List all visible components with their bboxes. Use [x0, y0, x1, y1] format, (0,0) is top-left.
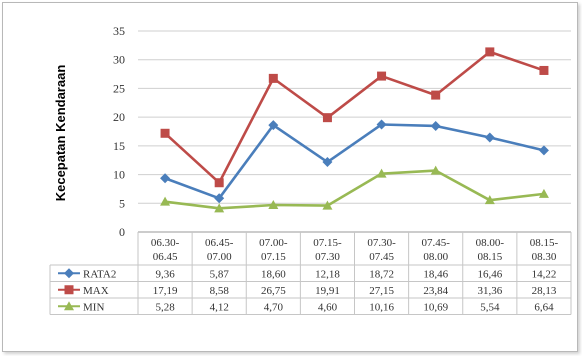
x-tick-label: 07.15- [313, 237, 342, 249]
y-tick-label: 5 [119, 196, 125, 210]
legend-key-min [58, 301, 80, 311]
x-tick-label: 07.45 [369, 251, 394, 263]
x-tick-label: 06.45- [205, 237, 234, 249]
table-cell-value: 23,84 [423, 285, 448, 297]
data-point-rata2 [376, 119, 387, 130]
table-cell-value: 26,75 [261, 285, 286, 297]
x-tick-label: 08.30 [532, 251, 557, 263]
data-point-min [160, 196, 171, 206]
data-point-min [538, 188, 549, 198]
legend-key-rata2 [58, 268, 80, 279]
table-cell-value: 4,60 [318, 301, 338, 313]
series-line-min [164, 169, 545, 210]
y-tick-label: 15 [113, 139, 125, 153]
data-point-min [268, 200, 279, 210]
y-tick-label: 20 [113, 110, 125, 124]
x-tick-label: 08.15 [477, 251, 502, 263]
y-tick-label: 25 [113, 81, 125, 95]
table-cell-value: 10,16 [369, 301, 394, 313]
table-cell-value: 10,69 [423, 301, 448, 313]
data-table: 06.30- 06.45 06.45- 07.00 07.00- 07.15 07.15- 0… [49, 232, 572, 315]
table-cell-value: 19,91 [315, 285, 340, 297]
data-point-rata2 [538, 145, 549, 156]
table-cell-value: 18,72 [369, 268, 394, 280]
x-tick-label: 07.30- [367, 237, 396, 249]
data-point-rata2 [484, 132, 495, 143]
table-cell-value: 6,64 [534, 301, 554, 313]
y-tick-label: 10 [113, 168, 125, 182]
x-tick-label: 07.30 [315, 251, 340, 263]
data-point-max [377, 71, 387, 81]
speed-line-chart: 0 5 10 15 20 25 30 35 Kecepatan Kendaraan 06.30… [49, 24, 572, 315]
x-tick-label: 07.00- [259, 237, 288, 249]
legend-label-max: MAX [83, 285, 109, 297]
data-point-max [322, 113, 332, 123]
x-tick-label: 07.45- [421, 237, 450, 249]
data-point-max [268, 73, 278, 83]
y-axis-ticks: 0 5 10 15 20 25 30 35 [113, 24, 125, 239]
data-point-min [376, 168, 387, 178]
x-tick-label: 06.30- [151, 237, 180, 249]
table-cell-value: 5,87 [210, 268, 230, 280]
table-cell-value: 4,70 [264, 301, 284, 313]
data-point-max [539, 65, 549, 75]
data-point-min [322, 200, 333, 210]
y-tick-label: 30 [113, 53, 125, 67]
x-tick-label: 07.15 [261, 251, 286, 263]
data-point-min [214, 203, 225, 213]
data-point-rata2 [268, 120, 279, 131]
data-point-rata2 [430, 120, 441, 131]
table-cell-value: 28,13 [532, 285, 557, 297]
y-tick-label: 35 [113, 24, 125, 38]
table-cell-value: 5,54 [480, 301, 500, 313]
table-cell-value: 18,60 [261, 268, 286, 280]
table-cell-value: 31,36 [477, 285, 502, 297]
x-tick-label: 07.00 [207, 251, 232, 263]
y-tick-label: 0 [119, 225, 125, 239]
data-point-min [484, 195, 495, 205]
data-point-rata2 [160, 173, 171, 184]
data-point-max [214, 178, 224, 188]
legend-label-min: MIN [83, 301, 104, 313]
x-tick-label: 06.45 [153, 251, 178, 263]
series-line-rata2 [164, 123, 545, 200]
y-axis-label: Kecepatan Kendaraan [53, 65, 68, 202]
data-point-max [160, 128, 170, 138]
x-tick-label: 08.15- [530, 237, 559, 249]
table-cell-value: 18,46 [423, 268, 448, 280]
table-cell-value: 8,58 [210, 285, 230, 297]
gridlines [138, 30, 571, 233]
series-lines [160, 47, 549, 213]
legend-label-rata2: RATA2 [83, 268, 116, 280]
table-cell-value: 5,28 [155, 301, 175, 313]
data-point-rata2 [214, 193, 225, 204]
data-point-min [430, 165, 441, 175]
chart-frame: 0 5 10 15 20 25 30 35 Kecepatan Kendaraan 06.30… [2, 2, 578, 352]
series-line-max [164, 50, 545, 185]
data-point-max [485, 47, 495, 57]
table-cell-value: 17,19 [153, 285, 178, 297]
data-point-max [64, 285, 74, 295]
table-cell-value: 9,36 [155, 268, 175, 280]
data-point-max [431, 90, 441, 100]
table-cell-value: 12,18 [315, 268, 340, 280]
x-tick-label: 08.00- [476, 237, 505, 249]
table-cell-value: 27,15 [369, 285, 394, 297]
table-cell-value: 14,22 [532, 268, 557, 280]
data-point-rata2 [64, 268, 74, 279]
data-point-min [64, 301, 74, 311]
x-tick-label: 08.00 [423, 251, 448, 263]
table-cell-value: 16,46 [477, 268, 502, 280]
table-cell-value: 4,12 [210, 301, 229, 313]
legend-key-max [58, 285, 80, 295]
data-point-rata2 [322, 157, 333, 168]
